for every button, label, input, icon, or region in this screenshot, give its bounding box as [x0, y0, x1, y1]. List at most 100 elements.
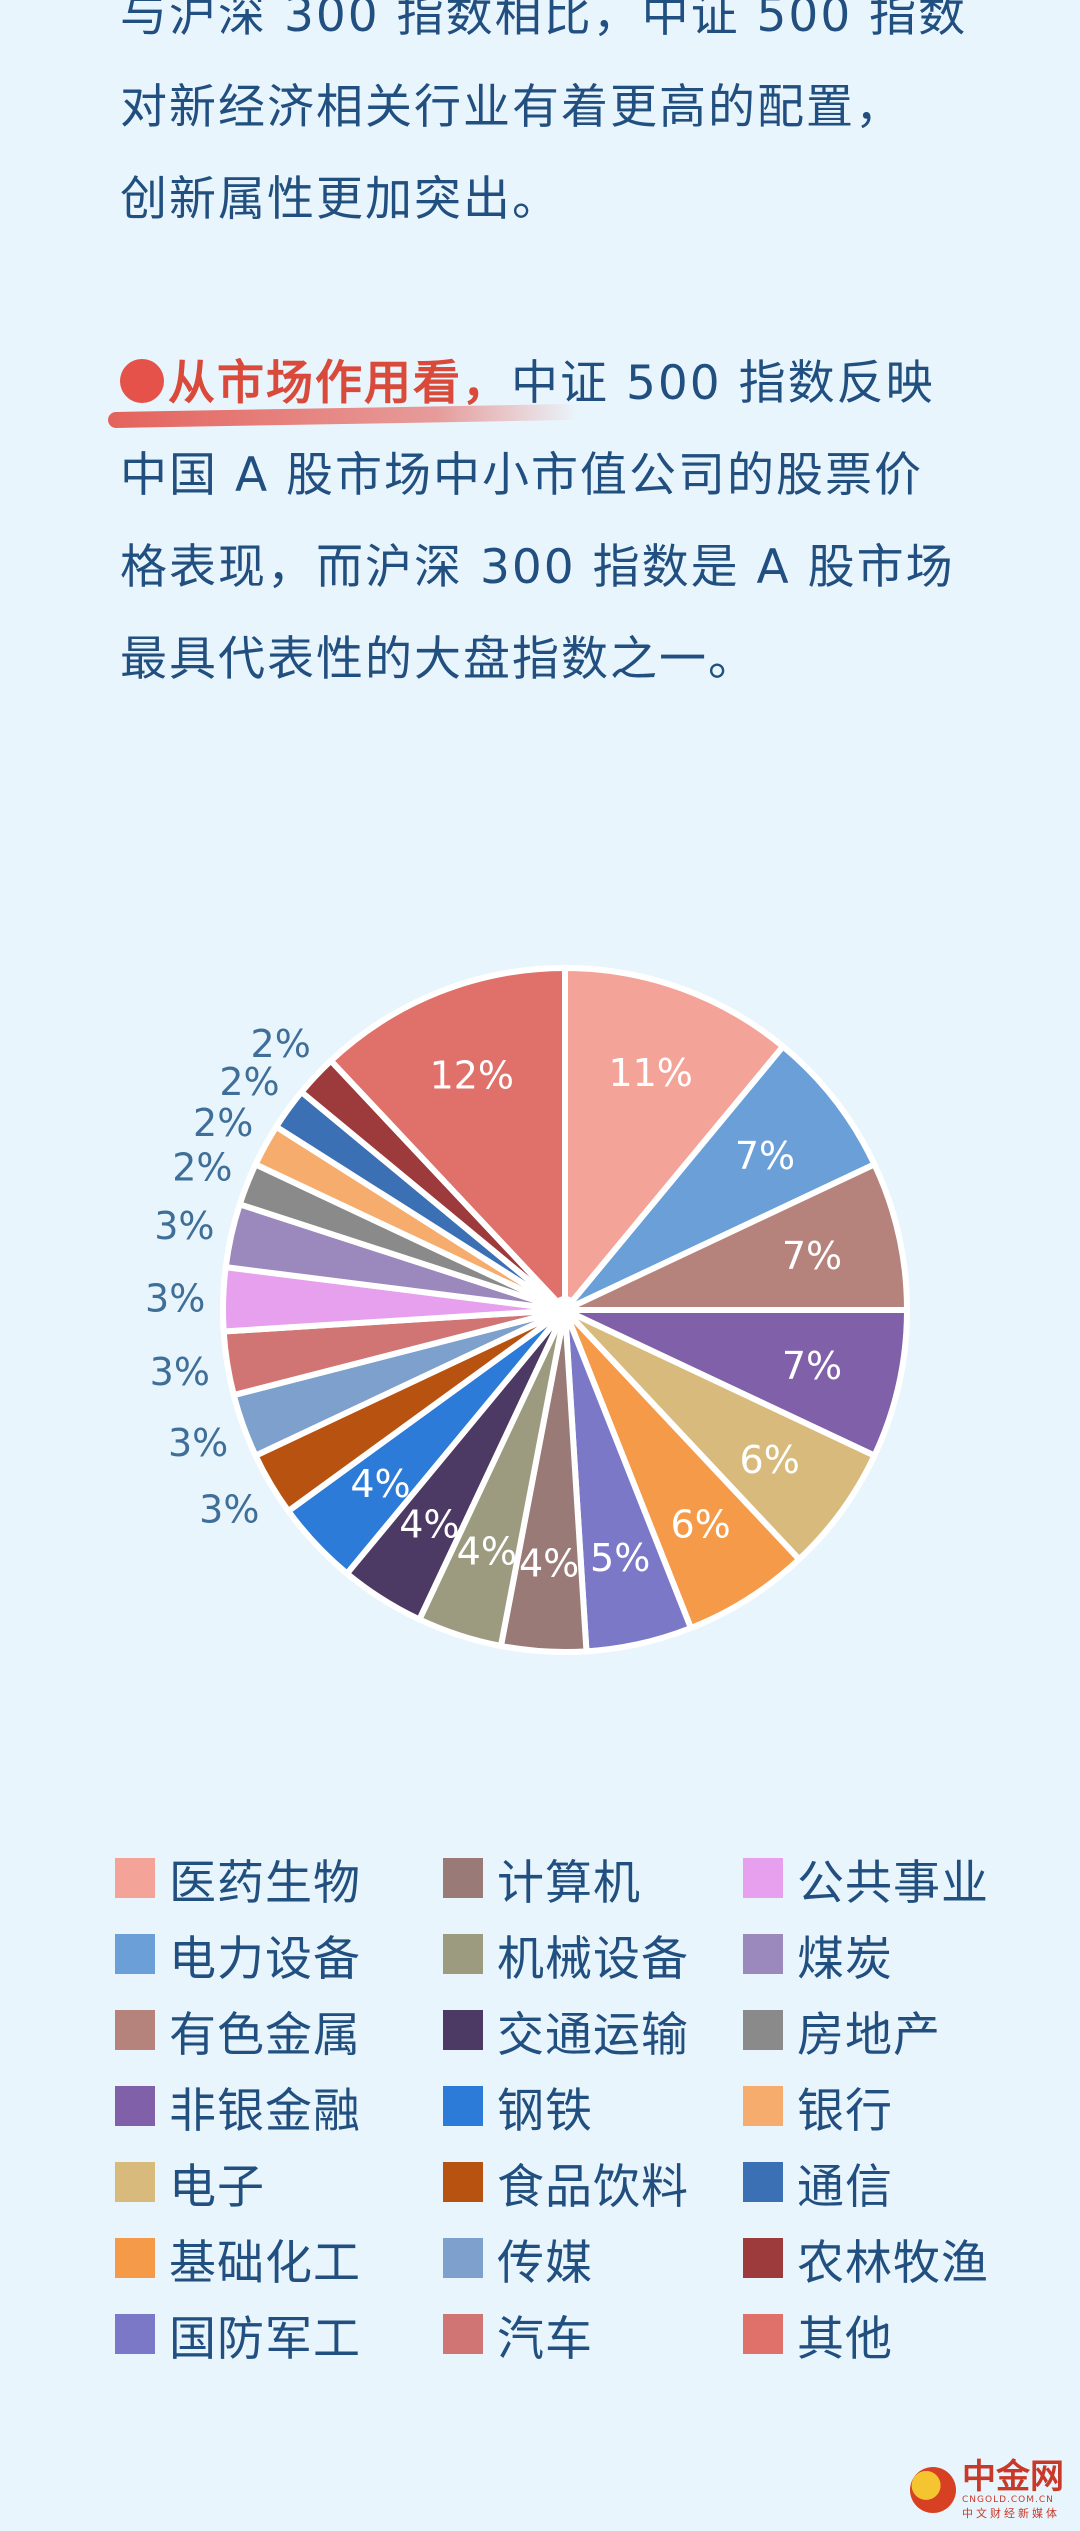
market-line-first: 从市场作用看， 中证 500 指数反映: [107, 338, 1000, 430]
legend-label: 农林牧渔: [797, 2235, 989, 2291]
legend-item: 房地产: [743, 1992, 1035, 2068]
cngold-logo-icon: [910, 2467, 956, 2513]
legend-label: 煤炭: [797, 1931, 893, 1987]
market-line: 格表现，而沪深 300 指数是 A 股市场: [120, 540, 955, 595]
legend-swatch: [443, 1858, 483, 1898]
legend-swatch: [115, 2086, 155, 2126]
legend-item: 煤炭: [743, 1916, 1035, 1992]
legend-swatch: [743, 2314, 783, 2354]
legend-item: 食品饮料: [443, 2144, 743, 2220]
pie-label-其他: 12%: [430, 1054, 514, 1098]
watermark: 中金网 CNGOLD.COM.CN 中文财经新媒体: [910, 2459, 1064, 2521]
legend-item: 公共事业: [743, 1840, 1035, 1916]
pie-label-医药生物: 11%: [608, 1051, 692, 1095]
legend-swatch: [115, 2238, 155, 2278]
legend-label: 其他: [797, 2311, 893, 2367]
pie-label-国防军工: 5%: [590, 1536, 650, 1580]
pie-label-农林牧渔: 2%: [251, 1022, 311, 1066]
pie-slice-其他: [327, 965, 568, 1313]
legend-item: 电子: [115, 2144, 443, 2220]
pie-label-公共事业: 3%: [145, 1277, 205, 1321]
legend-label: 汽车: [497, 2311, 593, 2367]
market-line: 中国 A 股市场中小市值公司的股票价: [120, 448, 924, 503]
pie-label-电子: 6%: [740, 1438, 800, 1482]
legend-swatch: [115, 2162, 155, 2202]
pie-label-电力设备: 7%: [735, 1134, 795, 1178]
legend-label: 国防军工: [169, 2311, 361, 2367]
legend-item: 银行: [743, 2068, 1035, 2144]
legend-item: 有色金属: [115, 1992, 443, 2068]
legend-label: 基础化工: [169, 2235, 361, 2291]
pie-label-交通运输: 4%: [399, 1503, 459, 1547]
pie-label-非银金融: 7%: [782, 1344, 842, 1388]
legend-swatch: [743, 2086, 783, 2126]
legend-swatch: [743, 2238, 783, 2278]
legend-swatch: [443, 2086, 483, 2126]
legend-swatch: [443, 2162, 483, 2202]
legend-swatch: [743, 1858, 783, 1898]
legend-label: 房地产: [797, 2007, 941, 2063]
legend-label: 传媒: [497, 2235, 593, 2291]
legend-swatch: [743, 2162, 783, 2202]
pie-label-房地产: 2%: [172, 1145, 232, 1189]
watermark-sub: 中文财经新媒体: [962, 2507, 1060, 2520]
intro-line: 创新属性更加突出。: [120, 172, 561, 227]
legend-item: 国防军工: [115, 2296, 443, 2372]
legend-item: 通信: [743, 2144, 1035, 2220]
pie-label-煤炭: 3%: [154, 1204, 214, 1248]
chart-legend: 医药生物 计算机 公共事业电力设备 机械设备 煤炭有色金属 交通运输 房地产非银金融 钢铁 银行…: [115, 1840, 1035, 2372]
market-line: 中证 500 指数反映: [511, 356, 935, 411]
legend-item: 电力设备: [115, 1916, 443, 1992]
legend-label: 交通运输: [497, 2007, 689, 2063]
legend-label: 钢铁: [497, 2083, 593, 2139]
legend-swatch: [743, 2010, 783, 2050]
intro-line: 与沪深 300 指数相比，中证 500 指数: [120, 0, 968, 43]
intro-paragraph: 与沪深 300 指数相比，中证 500 指数 对新经济相关行业有着更高的配置， …: [120, 0, 1000, 246]
legend-swatch: [115, 1934, 155, 1974]
legend-label: 医药生物: [169, 1855, 361, 1911]
pie-label-银行: 2%: [193, 1101, 253, 1145]
legend-label: 非银金融: [169, 2083, 361, 2139]
pie-label-钢铁: 4%: [350, 1462, 410, 1506]
legend-label: 公共事业: [797, 1855, 989, 1911]
pie-center: [551, 1296, 579, 1324]
legend-label: 食品饮料: [497, 2159, 689, 2215]
watermark-url: CNGOLD.COM.CN: [962, 2495, 1054, 2505]
legend-swatch: [115, 1858, 155, 1898]
pie-slice-电力设备: [562, 1043, 878, 1313]
legend-label: 电力设备: [169, 1931, 361, 1987]
pie-label-汽车: 3%: [150, 1350, 210, 1394]
legend-label: 通信: [797, 2159, 893, 2215]
pie-label-食品饮料: 3%: [199, 1488, 259, 1532]
pie-slice-有色金属: [562, 1161, 910, 1313]
pie-label-基础化工: 6%: [670, 1503, 730, 1547]
industry-pie-chart: 11%7%7%7%6%6%5%4%4%4%4%3%3%3%3%3%2%2%2%2…: [145, 965, 910, 1655]
legend-label: 银行: [797, 2083, 893, 2139]
legend-item: 汽车: [443, 2296, 743, 2372]
pie-slice-非银金融: [562, 1307, 910, 1459]
legend-item: 传媒: [443, 2220, 743, 2296]
legend-label: 电子: [169, 2159, 265, 2215]
legend-item: 非银金融: [115, 2068, 443, 2144]
legend-swatch: [115, 2314, 155, 2354]
legend-label: 计算机: [497, 1855, 641, 1911]
legend-item: 其他: [743, 2296, 1035, 2372]
pie-slice-医药生物: [562, 965, 786, 1313]
watermark-name: 中金网: [962, 2457, 1064, 2497]
intro-line: 对新经济相关行业有着更高的配置，: [120, 80, 904, 135]
legend-item: 机械设备: [443, 1916, 743, 1992]
bullet-dot-icon: [120, 359, 164, 403]
legend-swatch: [743, 1934, 783, 1974]
legend-item: 农林牧渔: [743, 2220, 1035, 2296]
pie-label-传媒: 3%: [168, 1421, 228, 1465]
pie-label-有色金属: 7%: [782, 1234, 842, 1278]
pie-label-计算机: 4%: [519, 1542, 579, 1586]
legend-item: 计算机: [443, 1840, 743, 1916]
market-line: 最具代表性的大盘指数之一。: [120, 632, 757, 687]
market-paragraph: 从市场作用看， 中证 500 指数反映 中国 A 股市场中小市值公司的股票价 格…: [107, 338, 1000, 706]
pie-label-通信: 2%: [219, 1060, 279, 1104]
legend-swatch: [443, 2238, 483, 2278]
highlight-phrase: 从市场作用看，: [107, 338, 579, 430]
legend-swatch: [443, 2010, 483, 2050]
legend-swatch: [443, 1934, 483, 1974]
